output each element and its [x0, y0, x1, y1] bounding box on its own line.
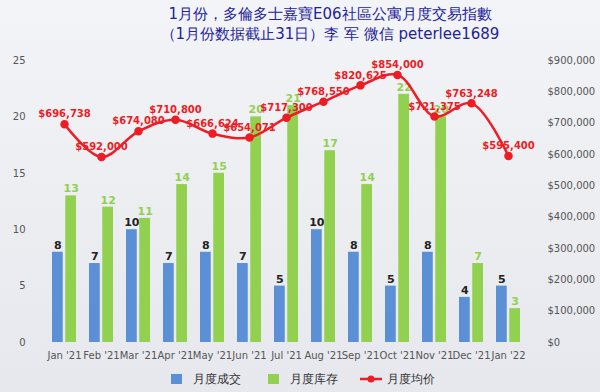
svg-text:Apr '21: Apr '21: [158, 350, 194, 361]
svg-text:8: 8: [424, 239, 432, 252]
svg-text:Aug '21: Aug '21: [304, 350, 342, 361]
svg-text:15: 15: [211, 160, 226, 173]
svg-text:Jan '22: Jan '22: [490, 350, 525, 361]
svg-text:$100,000: $100,000: [548, 305, 596, 316]
svg-text:Jul '21: Jul '21: [270, 350, 302, 361]
svg-text:$300,000: $300,000: [548, 243, 596, 254]
svg-text:14: 14: [359, 171, 375, 184]
svg-text:$696,738: $696,738: [38, 108, 91, 119]
svg-text:Oct '21: Oct '21: [380, 350, 416, 361]
svg-text:7: 7: [165, 250, 173, 263]
svg-text:3: 3: [511, 295, 519, 308]
svg-text:4: 4: [461, 284, 469, 297]
svg-text:22: 22: [396, 80, 412, 94]
svg-text:$500,000: $500,000: [548, 180, 596, 191]
svg-text:Jan '21: Jan '21: [46, 350, 81, 361]
svg-text:7: 7: [239, 250, 247, 263]
svg-text:10: 10: [124, 216, 140, 229]
svg-text:$820,625: $820,625: [334, 70, 387, 81]
html-text:1月份，多倫多士嘉寶E06社區公寓月度交易指數: 1月份，多倫多士嘉寶E06社區公寓月度交易指數: [168, 5, 492, 23]
html-text:（1月份数据截止31日）李 军 微信 peterlee168: （1月份数据截止31日）李 军 微信 peterlee1689: [160, 25, 500, 43]
svg-text:May '21: May '21: [193, 350, 232, 361]
svg-text:Nov '21: Nov '21: [415, 350, 453, 361]
svg-text:$674,080: $674,080: [112, 115, 165, 126]
svg-text:25: 25: [13, 55, 26, 66]
svg-text:8: 8: [202, 239, 210, 252]
svg-text:5: 5: [276, 273, 284, 286]
svg-text:5: 5: [387, 273, 395, 286]
svg-text:8: 8: [54, 239, 62, 252]
svg-text:$900,000: $900,000: [548, 55, 596, 66]
svg-text:$0: $0: [548, 337, 561, 348]
svg-text:$592,000: $592,000: [75, 141, 128, 152]
svg-text:5: 5: [498, 273, 506, 286]
svg-text:10: 10: [309, 216, 325, 229]
svg-text:0: 0: [19, 337, 25, 348]
svg-text:$400,000: $400,000: [548, 211, 596, 222]
html-text:月度库存: 月度库存: [289, 371, 338, 386]
svg-text:13: 13: [63, 182, 78, 195]
svg-text:$854,000: $854,000: [371, 59, 424, 70]
svg-text:Jun '21: Jun '21: [231, 350, 266, 361]
svg-text:Mar '21: Mar '21: [120, 350, 158, 361]
svg-text:14: 14: [174, 171, 190, 184]
html-text:月度均价: 月度均价: [386, 371, 435, 386]
svg-text:$200,000: $200,000: [548, 274, 596, 285]
svg-text:$700,000: $700,000: [548, 117, 596, 128]
svg-text:$710,800: $710,800: [149, 104, 202, 115]
svg-text:15: 15: [13, 168, 26, 179]
svg-text:5: 5: [19, 280, 25, 291]
svg-text:$721,375: $721,375: [408, 101, 461, 112]
svg-text:20: 20: [248, 103, 264, 117]
svg-text:12: 12: [100, 194, 115, 207]
svg-text:$717,300: $717,300: [260, 102, 313, 113]
svg-text:$763,248: $763,248: [445, 88, 498, 99]
svg-text:$654,071: $654,071: [223, 122, 276, 133]
svg-text:$800,000: $800,000: [548, 86, 596, 97]
svg-text:Dec '21: Dec '21: [452, 350, 490, 361]
svg-text:Feb '21: Feb '21: [83, 350, 119, 361]
svg-text:11: 11: [137, 205, 152, 218]
svg-text:7: 7: [91, 250, 99, 263]
svg-text:20: 20: [13, 111, 26, 122]
svg-text:17: 17: [322, 137, 337, 150]
svg-text:$595,400: $595,400: [482, 140, 535, 151]
svg-text:$600,000: $600,000: [548, 149, 596, 160]
svg-text:$666,624: $666,624: [186, 117, 239, 129]
svg-text:Sep '21: Sep '21: [342, 350, 380, 361]
html-text:月度成交: 月度成交: [192, 371, 241, 386]
svg-text:7: 7: [474, 250, 482, 263]
svg-text:$768,550: $768,550: [297, 86, 350, 97]
svg-text:8: 8: [350, 239, 358, 252]
svg-text:10: 10: [13, 224, 26, 235]
